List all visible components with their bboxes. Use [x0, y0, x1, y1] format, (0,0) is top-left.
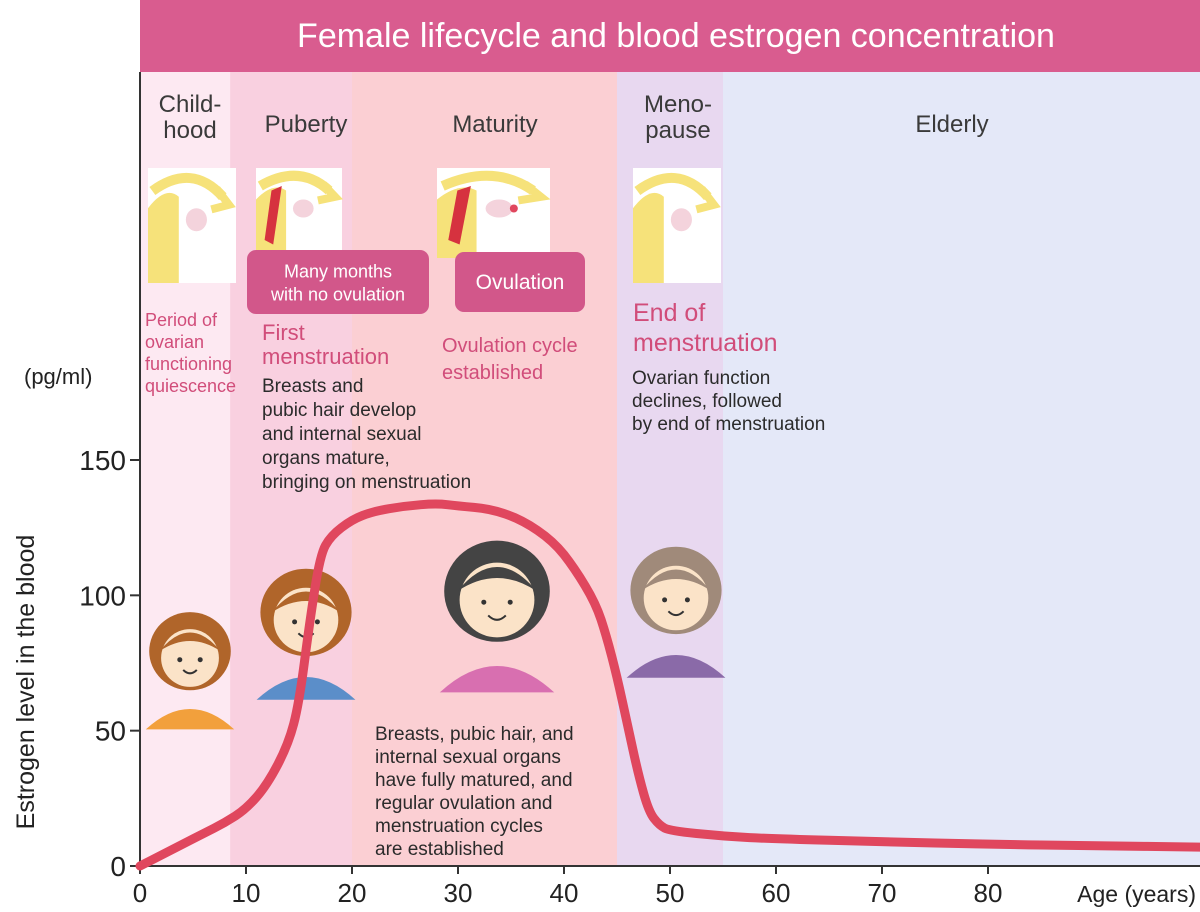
badge-text: Ovulation — [476, 271, 565, 294]
annotation-quiescence: Period of ovarian functioning quiescence — [145, 310, 236, 396]
estrogen-line — [135, 499, 1200, 871]
x-tick-label: 30 — [444, 878, 473, 908]
badge-ovulation: Ovulation — [455, 252, 585, 312]
uterus-illustration — [256, 168, 343, 258]
annotation-puberty-desc: Breasts and pubic hair develop and interna… — [262, 376, 471, 493]
person-illustration — [145, 612, 235, 730]
annotation-maturity-desc: Breasts, pubic hair, and internal sexual … — [375, 724, 574, 860]
x-tick-label: 10 — [232, 878, 261, 908]
stage-label: Child-hood — [159, 91, 222, 144]
x-tick-label: 0 — [133, 878, 147, 908]
badge-text: Many months with no ovulation — [270, 262, 405, 305]
annotation-end-of-menstruation: End of menstruation — [633, 299, 778, 357]
stage-label: Meno-pause — [644, 91, 712, 144]
x-axis-label: Age (years) — [1077, 881, 1196, 907]
chart-title: Female lifecycle and blood estrogen conc… — [297, 17, 1055, 55]
y-axis-unit: (pg/ml) — [24, 364, 92, 389]
stage-label: Elderly — [915, 111, 988, 138]
y-tick-label: 0 — [110, 851, 126, 882]
uterus-illustration — [437, 168, 551, 258]
x-tick-label: 60 — [762, 878, 791, 908]
y-tick-label: 150 — [79, 445, 126, 476]
y-axis-label: Estrogen level in the blood — [12, 535, 40, 830]
badge-no-ovulation: Many months with no ovulation — [247, 250, 429, 314]
stage-band — [723, 72, 1200, 866]
x-tick-label: 20 — [338, 878, 367, 908]
person-illustration — [256, 568, 356, 700]
annotation-first-menstruation: First menstruation — [262, 320, 389, 369]
title-bar — [140, 0, 1200, 72]
annotation-ovulation-cycle: Ovulation cycle established — [442, 335, 578, 384]
y-tick-label: 50 — [95, 716, 126, 747]
uterus-illustration — [148, 168, 236, 283]
uterus-illustration — [633, 168, 721, 283]
x-tick-label: 80 — [974, 878, 1003, 908]
x-tick-label: 50 — [656, 878, 685, 908]
stage-label: Puberty — [265, 111, 348, 138]
stage-label: Maturity — [452, 111, 537, 138]
person-illustration — [626, 546, 726, 678]
y-tick-label: 100 — [79, 580, 126, 611]
x-tick-label: 40 — [550, 878, 579, 908]
person-illustration — [439, 540, 555, 693]
x-tick-label: 70 — [868, 878, 897, 908]
annotation-menopause-desc: Ovarian function declines, followed by end… — [632, 368, 825, 435]
